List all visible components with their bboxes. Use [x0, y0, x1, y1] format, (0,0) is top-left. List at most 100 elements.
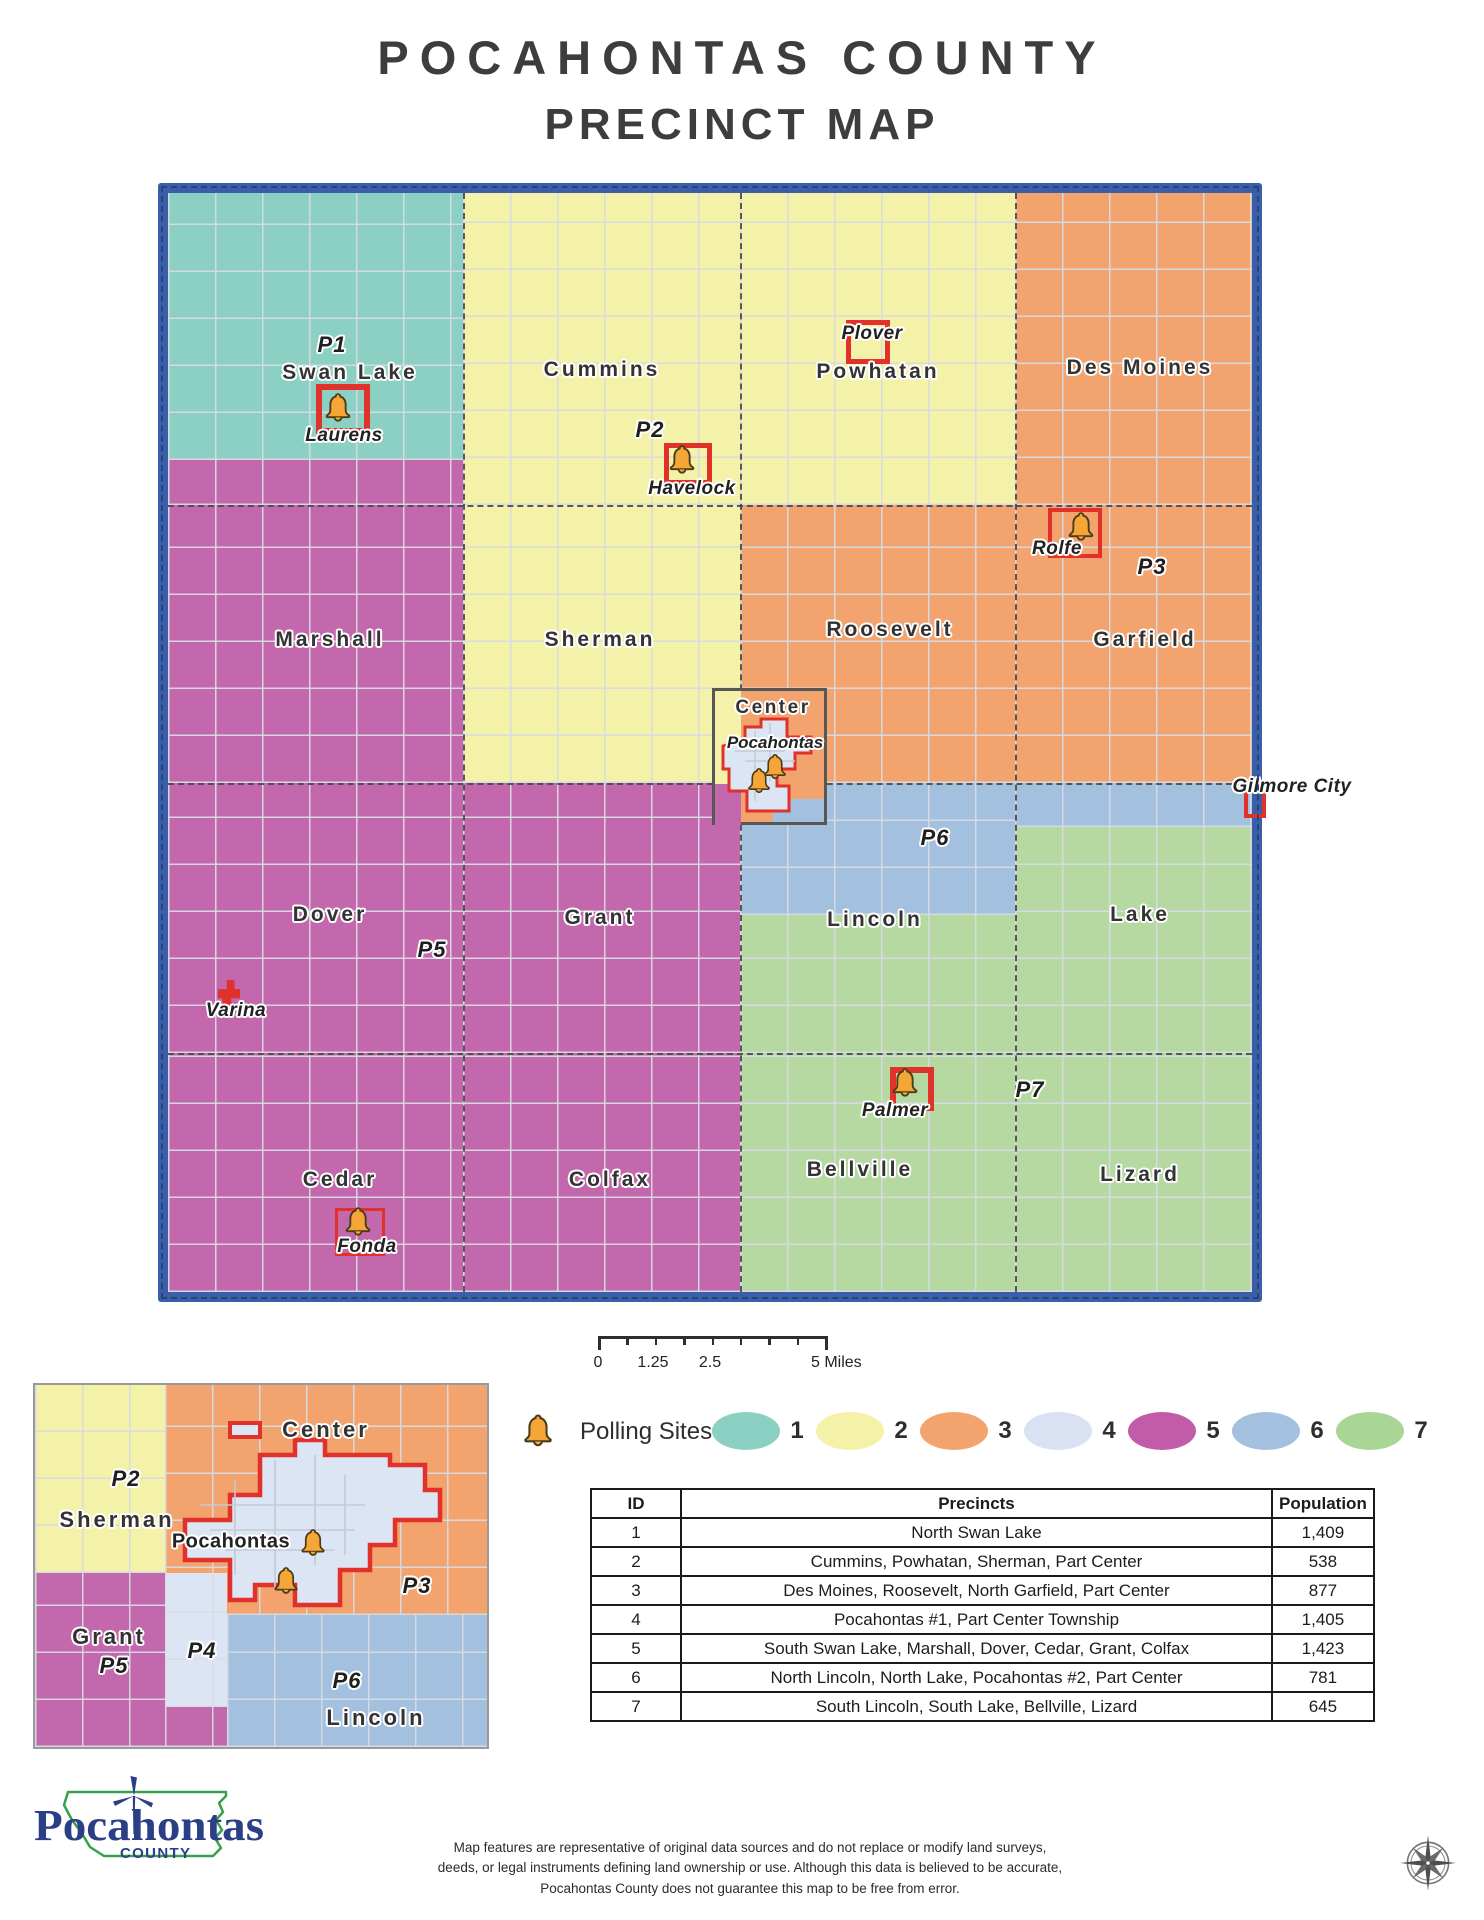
center-township-box: Center Pocahontas	[712, 688, 827, 825]
legend-swatch-2	[816, 1412, 884, 1450]
table-cell: South Swan Lake, Marshall, Dover, Cedar,…	[680, 1633, 1273, 1664]
label-cedar: Cedar	[302, 1168, 378, 1191]
region-powhatan	[740, 193, 1015, 505]
table-header-id: ID	[590, 1488, 682, 1519]
township-boundary-h2	[168, 783, 1252, 785]
pocahontas-inset-map: Center P2 Sherman Pocahontas P3 Grant P5…	[33, 1383, 489, 1749]
region-lizard	[1015, 1053, 1252, 1292]
table-row: 5 South Swan Lake, Marshall, Dover, Cedar…	[590, 1633, 1375, 1664]
inset-label-grant: Grant	[72, 1624, 146, 1649]
region-marshall	[168, 505, 463, 783]
table-row: 1 North Swan Lake 1,409	[590, 1517, 1375, 1548]
precinct-label-p3: P3	[1137, 554, 1167, 579]
region-colfax	[463, 1053, 740, 1292]
legend-swatch-1	[712, 1412, 780, 1450]
table-cell: Pocahontas #1, Part Center Township	[680, 1604, 1273, 1635]
scale-bar-tick	[796, 1336, 800, 1345]
legend-swatch-4	[1024, 1412, 1092, 1450]
polling-site-bell-fonda	[345, 1207, 371, 1236]
inset-label-lincoln: Lincoln	[326, 1705, 426, 1730]
label-center: Center	[735, 697, 811, 718]
polling-site-bell-laurens	[325, 393, 351, 422]
map-disclaimer: Map features are representative of origi…	[350, 1838, 1150, 1899]
precinct-label-p5: P5	[417, 937, 447, 962]
scale-bar-tick	[683, 1336, 686, 1345]
inset-region-grant-strip	[165, 1707, 227, 1747]
township-boundary-v3	[1015, 193, 1017, 1292]
table-cell: 1,423	[1271, 1633, 1375, 1664]
label-dover: Dover	[292, 903, 368, 926]
table-header-population: Population	[1271, 1488, 1375, 1519]
city-label-havelock: Havelock	[648, 478, 736, 499]
precinct-label-p2: P2	[635, 417, 665, 442]
legend-number-1: 1	[790, 1417, 804, 1444]
city-label-fonda: Fonda	[337, 1236, 397, 1257]
city-boundary-gilmore-city	[1244, 782, 1266, 818]
inset-label-p6: P6	[332, 1668, 362, 1693]
region-sherman	[463, 505, 740, 783]
logo-name-text: Pocahontas	[34, 1801, 264, 1850]
label-bellville: Bellville	[806, 1158, 914, 1181]
city-boundary-rolfe	[1048, 508, 1102, 558]
logo-county-text: COUNTY	[120, 1845, 192, 1862]
polling-site-bell-pocahontas-2	[748, 767, 770, 794]
table-cell: 781	[1271, 1662, 1375, 1693]
city-boundary-laurens	[316, 384, 370, 434]
township-boundary-h1	[168, 505, 1252, 507]
scale-bar: 0 1.25 2.5 5 Miles	[594, 1336, 898, 1381]
polling-site-bell-havelock	[669, 445, 695, 474]
polling-sites-legend-icon	[524, 1414, 552, 1447]
city-label-pocahontas: Pocahontas	[726, 733, 824, 752]
scale-bar-label: 2.5	[698, 1354, 722, 1371]
label-roosevelt: Roosevelt	[826, 618, 954, 641]
region-des-moines	[1015, 193, 1252, 505]
region-bellville	[740, 1053, 1015, 1292]
legend-swatch-3	[920, 1412, 988, 1450]
pocahontas-county-logo: Pocahontas COUNTY	[28, 1772, 278, 1892]
region-lincoln-south	[740, 915, 1015, 1053]
region-cummins	[463, 193, 740, 505]
township-boundary-v1	[463, 193, 465, 1292]
scale-bar-label: 0	[593, 1354, 603, 1371]
inset-label-pocahontas: Pocahontas	[171, 1530, 291, 1553]
disclaimer-line-2: deeds, or legal instruments defining lan…	[437, 1860, 1063, 1876]
label-sherman: Sherman	[544, 628, 656, 651]
label-cummins: Cummins	[543, 358, 661, 381]
city-label-gilmore-city: Gilmore City	[1232, 776, 1352, 797]
inset-polling-bell-2	[274, 1567, 298, 1594]
disclaimer-line-3: Pocahontas County does not guarantee thi…	[540, 1880, 960, 1896]
compass-rose-icon	[1395, 1830, 1461, 1901]
legend-number-5: 5	[1206, 1417, 1220, 1444]
table-row: 3 Des Moines, Roosevelt, North Garfield, …	[590, 1575, 1375, 1606]
city-label-rolfe: Rolfe	[1032, 538, 1082, 559]
region-swan-lake-south	[168, 460, 463, 505]
table-cell: North Swan Lake	[680, 1517, 1273, 1548]
precinct-label-p7: P7	[1015, 1077, 1045, 1102]
scale-bar-tick	[711, 1336, 714, 1345]
table-cell: 4	[590, 1604, 682, 1635]
inset-label-p5: P5	[99, 1653, 129, 1678]
polling-site-bell-rolfe	[1068, 512, 1094, 541]
scale-bar-tick	[739, 1336, 743, 1345]
label-lake: Lake	[1110, 903, 1170, 926]
legend-number-2: 2	[894, 1417, 908, 1444]
label-lincoln: Lincoln	[827, 908, 923, 931]
table-cell: 1,409	[1271, 1517, 1375, 1548]
city-boundary-palmer	[890, 1067, 934, 1111]
city-label-plover: Plover	[841, 323, 903, 344]
region-garfield	[1015, 505, 1252, 783]
legend-swatch-5	[1128, 1412, 1196, 1450]
map-canvas: Swan Lake Cummins Powhatan Des Moines Ma…	[168, 193, 1266, 1292]
label-des-moines: Des Moines	[1066, 356, 1214, 379]
table-cell: 3	[590, 1575, 682, 1606]
scale-bar-label: 5 Miles	[811, 1354, 862, 1371]
table-cell: 5	[590, 1633, 682, 1664]
legend-swatch-7	[1336, 1412, 1404, 1450]
table-cell: 1	[590, 1517, 682, 1548]
county-map: Swan Lake Cummins Powhatan Des Moines Ma…	[158, 183, 1266, 1302]
polling-site-bell-palmer	[892, 1068, 918, 1097]
legend-number-7: 7	[1414, 1417, 1428, 1444]
region-cedar	[168, 1053, 463, 1292]
pocahontas-city-boundary	[721, 717, 813, 813]
inset-label-p2: P2	[111, 1466, 141, 1491]
